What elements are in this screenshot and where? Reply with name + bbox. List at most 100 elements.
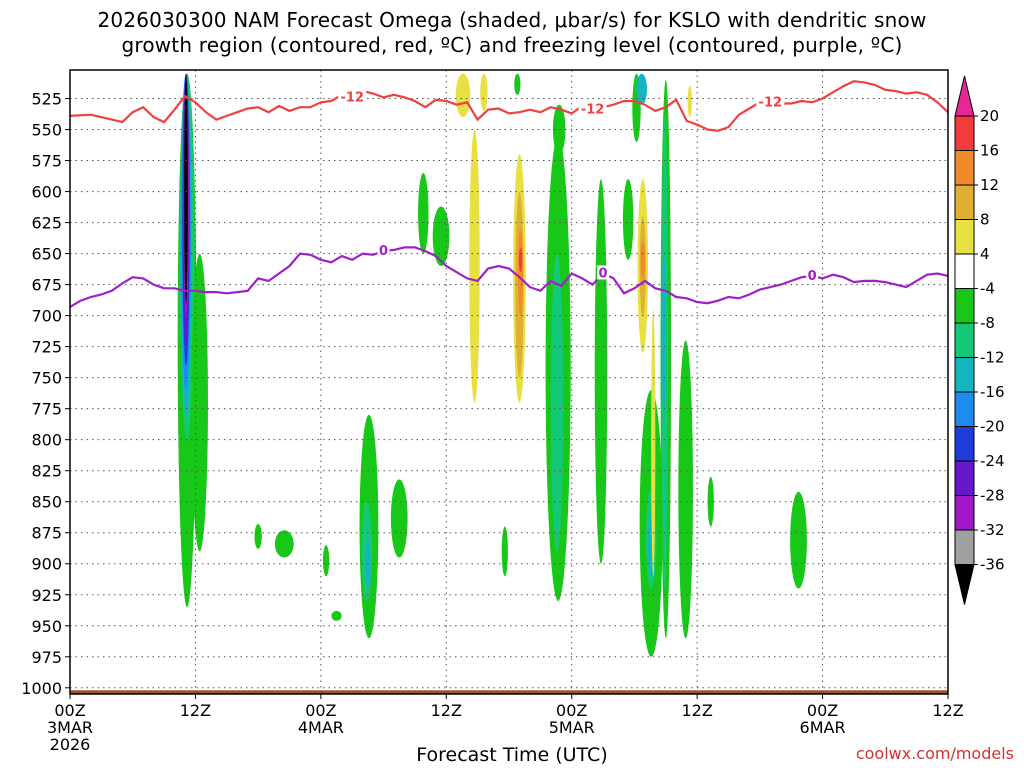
contour-line-0	[69, 80, 949, 132]
y-axis: 525 550 575 600 625 650 675 700 725 750 775 800 825 8…	[21, 90, 70, 698]
terrain-band	[70, 690, 948, 694]
y-tick-label-1000: 1000	[21, 679, 62, 698]
contour-label-1-1: 0	[599, 266, 608, 281]
omega-cell-17	[418, 172, 429, 254]
y-tick-label-975: 975	[31, 648, 62, 667]
x-tick-label-0-0: 00Z	[54, 701, 85, 720]
x-tick-label-48-0: 00Z	[556, 701, 587, 720]
gridlines	[69, 70, 949, 694]
colorbar-band-6	[954, 322, 975, 358]
omega-cell-12	[331, 610, 342, 621]
omega-cell-9	[254, 524, 262, 549]
omega-cell-36	[640, 241, 645, 279]
x-tick-label-48-1: 5MAR	[549, 718, 595, 737]
y-tick-label-925: 925	[31, 586, 62, 605]
omega-shading	[177, 73, 807, 657]
colorbar-band-9	[954, 426, 975, 462]
plot-frame	[69, 69, 949, 695]
y-tick-label-550: 550	[31, 121, 62, 140]
colorbar-label-9: -20	[980, 418, 1005, 436]
contour-line-1	[69, 246, 949, 308]
colorbar-band-12	[954, 529, 975, 565]
x-tick-label-24-1: 4MAR	[298, 718, 344, 737]
contour-label-bg-0-2	[756, 94, 785, 109]
x-tick-label-72-1: 6MAR	[800, 718, 846, 737]
omega-cell-27	[514, 73, 521, 95]
omega-cell-46	[687, 86, 692, 118]
omega-cell-21	[469, 129, 480, 403]
colorbar-band-11	[954, 495, 975, 531]
contour-label-1-0: 0	[379, 244, 388, 259]
omega-cell-40	[636, 73, 647, 105]
x-tick-label-0-1: 3MAR	[47, 718, 93, 737]
omega-cell-7	[184, 73, 188, 304]
omega-cell-10	[274, 530, 294, 558]
colorbar-band-2	[954, 184, 975, 220]
contour-label-bg-0-1	[578, 101, 607, 116]
omega-cell-29	[550, 253, 564, 552]
omega-cell-45	[678, 340, 693, 639]
x-axis-label: Forecast Time (UTC)	[416, 744, 608, 766]
y-tick-label-800: 800	[31, 431, 62, 450]
omega-cell-22	[501, 526, 508, 577]
colorbar-band-7	[954, 357, 975, 393]
x-tick-label-60-0: 12Z	[681, 701, 712, 720]
omega-cell-11	[322, 545, 330, 577]
omega-cell-19	[455, 73, 471, 118]
colorbar-label-10: -24	[980, 452, 1005, 470]
omega-cell-8	[191, 253, 208, 552]
contours: -12 -12 -12 0 0 0	[69, 80, 949, 308]
y-tick-label-825: 825	[31, 462, 62, 481]
credit-link[interactable]: coolwx.com/models	[855, 744, 1014, 763]
colorbar-label-5: -4	[980, 280, 995, 298]
colorbar-band-1	[954, 150, 975, 186]
omega-cell-32	[622, 179, 634, 260]
y-tick-label-650: 650	[31, 245, 62, 264]
x-tick-label-0-2: 2026	[50, 735, 91, 754]
omega-cell-31	[594, 179, 608, 564]
colorbar-label-2: 12	[980, 176, 999, 194]
y-tick-label-600: 600	[31, 183, 62, 202]
plot-background	[70, 70, 948, 694]
colorbar-label-1: 16	[980, 142, 999, 160]
colorbar-label-11: -28	[980, 487, 1005, 505]
x-tick-label-84-0: 12Z	[932, 701, 963, 720]
omega-cell-20	[480, 73, 488, 111]
colorbar-label-6: -8	[980, 314, 995, 332]
omega-cell-41	[651, 309, 656, 577]
colorbar-label-3: 8	[980, 211, 990, 229]
colorbar-label-0: 20	[980, 107, 999, 125]
chart-title-line-2: growth region (contoured, red, ºC) and f…	[121, 33, 903, 57]
x-tick-label-12-0: 12Z	[180, 701, 211, 720]
x-tick-label-24-0: 00Z	[305, 701, 336, 720]
omega-cell-48	[790, 491, 807, 589]
contour-label-bg-1-0	[377, 243, 390, 258]
y-tick-label-575: 575	[31, 152, 62, 171]
omega-cell-18	[432, 206, 450, 267]
contour-label-bg-1-1	[597, 265, 610, 280]
colorbar-bottom-arrow	[954, 564, 975, 605]
colorbar-top-arrow	[954, 75, 975, 117]
contour-label-bg-0-0	[338, 89, 367, 104]
x-tick-label-72-0: 00Z	[807, 701, 838, 720]
contour-label-0-2: -12	[759, 95, 783, 110]
chart-title-line-1: 2026030300 NAM Forecast Omega (shaded, μ…	[97, 8, 927, 32]
colorbar-label-12: -32	[980, 521, 1005, 539]
contour-label-1-2: 0	[808, 269, 817, 284]
x-tick-label-36-0: 12Z	[431, 701, 462, 720]
y-tick-label-900: 900	[31, 555, 62, 574]
y-tick-label-875: 875	[31, 524, 62, 543]
colorbar-band-4	[954, 253, 975, 289]
y-tick-label-625: 625	[31, 214, 62, 233]
y-tick-label-525: 525	[31, 90, 62, 109]
y-tick-label-725: 725	[31, 338, 62, 357]
colorbar-label-4: 4	[980, 245, 990, 263]
colorbar-label-7: -12	[980, 349, 1005, 367]
omega-cell-44	[661, 253, 666, 415]
colorbar-label-8: -16	[980, 383, 1005, 401]
y-tick-label-700: 700	[31, 307, 62, 326]
colorbar-band-10	[954, 460, 975, 496]
contour-label-0-0: -12	[340, 90, 364, 105]
